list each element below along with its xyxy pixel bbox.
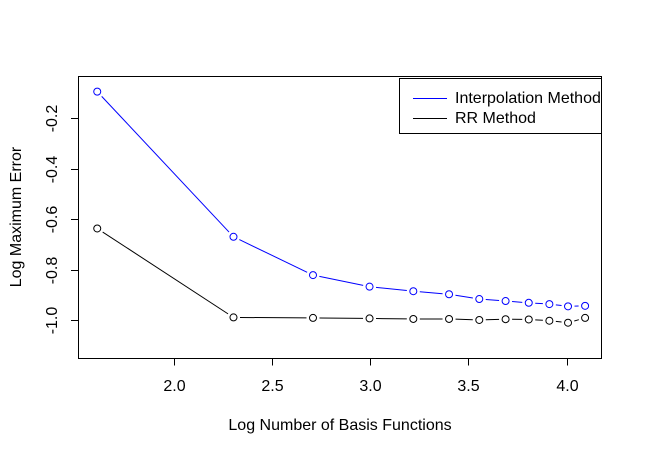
series-segment-0 [101,96,230,233]
y-tick-label: -0.8 [44,257,61,285]
data-point-rr [475,315,484,324]
series-segment-1 [555,320,562,323]
data-point-interpolation [308,271,317,280]
series-segment-0 [239,239,308,273]
series-segment-0 [375,286,407,292]
plot-area: 2.0 2.5 3.0 3.5 4.0 -0.2 -0.4 -0.6 -0.8 -1.0 [44,76,602,395]
data-point-rr [501,315,510,324]
data-point-rr [524,315,533,324]
series-segment-1 [574,319,579,322]
series-segment-1 [102,231,229,315]
y-tick-label: -1.0 [44,307,61,335]
data-point-interpolation [524,298,533,307]
data-point-rr [409,314,418,323]
legend: Interpolation Method RR Method [399,78,602,134]
x-tick-label: 2.5 [261,378,283,395]
series-segment-0 [485,299,500,302]
data-point-rr [308,313,317,322]
data-point-rr [93,224,102,233]
x-tick-label: 2.0 [163,378,185,395]
data-point-interpolation [545,300,554,309]
series-segment-0 [455,294,473,299]
series-segment-1 [455,318,473,321]
data-point-rr [545,316,554,325]
data-point-rr [581,313,590,322]
data-point-interpolation [365,282,374,291]
y-tick-label: -0.4 [44,156,61,184]
data-point-interpolation [501,297,510,306]
data-point-interpolation [475,295,484,304]
x-tick-label: 3.0 [359,378,381,395]
data-point-interpolation [445,290,454,299]
legend-label-rr: RR Method [455,110,536,127]
plot-border [78,76,602,359]
series-segment-0 [512,301,523,303]
data-point-rr [365,314,374,323]
y-tick-label: -0.6 [44,206,61,234]
x-tick-label: 4.0 [556,378,578,395]
series-segment-0 [419,291,443,295]
data-point-rr [229,313,238,322]
data-point-interpolation [93,87,102,96]
x-tick-label: 3.5 [457,378,479,395]
data-point-interpolation [409,287,418,296]
x-axis-title: Log Number of Basis Functions [228,417,451,434]
legend-label-interpolation: Interpolation Method [455,90,601,107]
legend-border [399,78,602,134]
data-point-interpolation [581,301,590,310]
series-segment-0 [319,275,364,286]
data-point-interpolation [564,302,573,311]
y-axis-title: Log Maximum Error [8,146,25,287]
data-point-interpolation [229,232,238,241]
series-segment-0 [555,304,562,307]
data-point-rr [564,318,573,327]
data-point-rr [445,314,454,323]
y-tick-label: -0.2 [44,105,61,133]
